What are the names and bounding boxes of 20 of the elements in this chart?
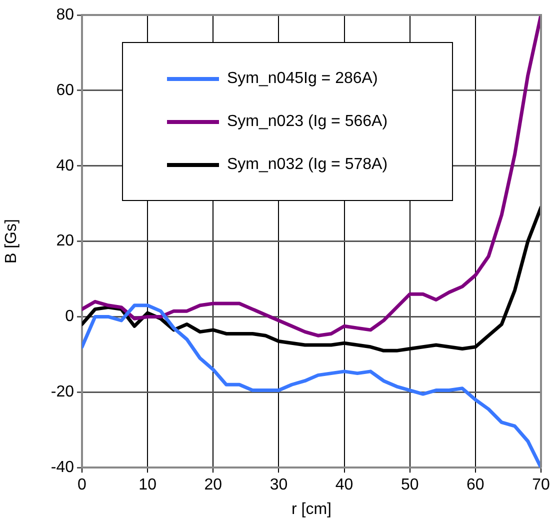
x-tick-label: 70 bbox=[532, 476, 550, 494]
y-tick-label: 40 bbox=[56, 157, 74, 174]
x-tick-label: 20 bbox=[204, 476, 222, 494]
y-tick-label: -20 bbox=[50, 384, 74, 401]
y-tick-label: 80 bbox=[56, 6, 74, 24]
x-tick-label: 60 bbox=[466, 476, 484, 494]
x-axis-title: r [cm] bbox=[292, 500, 332, 518]
legend-label: Sym_n032 (Ig = 578A) bbox=[227, 156, 388, 174]
x-tick-label: 10 bbox=[138, 476, 157, 494]
legend-label: Sym_n023 (Ig = 566A) bbox=[227, 112, 388, 130]
y-tick-label: 60 bbox=[56, 82, 74, 99]
x-tick-label: 40 bbox=[335, 476, 354, 494]
x-tick-label: 30 bbox=[270, 476, 288, 494]
y-tick-label: 0 bbox=[65, 308, 74, 326]
legend-label: Sym_n045Ig = 286A) bbox=[227, 70, 378, 88]
y-tick-label: -40 bbox=[50, 459, 74, 476]
y-axis-title: B [Gs] bbox=[3, 219, 20, 264]
y-tick-label: 20 bbox=[56, 232, 74, 250]
x-tick-label: 50 bbox=[400, 476, 419, 494]
x-tick-label: 0 bbox=[78, 476, 87, 494]
